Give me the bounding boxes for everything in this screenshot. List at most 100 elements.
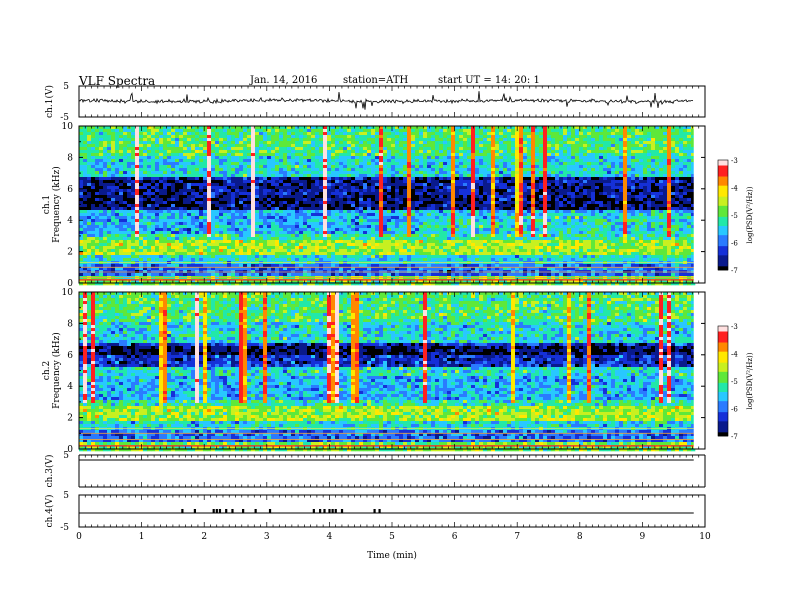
ch3-waveform-ylabel: ch.3(V) <box>44 455 55 488</box>
ch2-colorbar-segment <box>718 360 728 364</box>
ch2-colorbar-segment <box>718 337 728 340</box>
x-tick-label: 6 <box>452 532 458 542</box>
ch1-ytick-label: 0 <box>67 279 73 289</box>
ch2-colorbar-segment <box>718 357 728 360</box>
ch1-waveform-ytick-label: -5 <box>60 113 69 123</box>
ch3-waveform-ytick-label: 5 <box>63 451 69 461</box>
x-tick-label: 3 <box>264 532 270 542</box>
station-label: station=ATH <box>343 75 409 86</box>
x-tick-label: 9 <box>640 532 646 542</box>
ch1-colorbar-segment <box>718 180 728 183</box>
ch1-heatmap <box>79 126 705 286</box>
ch2-ytick-label: 4 <box>67 382 73 392</box>
ch4-waveform-ylabel: ch.4(V) <box>44 495 55 528</box>
ch2-colorbar-segment <box>718 432 728 435</box>
ch1-colorbar-segment <box>718 163 728 166</box>
ch2-ytick-label: 10 <box>62 288 74 298</box>
ch1-colorbar-segment <box>718 165 728 168</box>
ch1-colorbar-segment <box>718 191 728 194</box>
ch1-colorbar-label: -7 <box>731 267 738 275</box>
ch2-colorbar-segment <box>718 349 728 353</box>
ch2-colorbar-segment <box>718 370 728 373</box>
ch1-ylabel-frequency: Frequency (kHz) <box>51 166 62 243</box>
ch2-colorbar-segment <box>718 415 728 419</box>
ch2-colorbar-segment <box>718 403 728 406</box>
ch2-colorbar-segment <box>718 355 728 358</box>
ch1-colorbar-segment <box>718 161 728 165</box>
ch1-colorbar-segment <box>718 196 728 199</box>
ch1-colorbar-segment <box>718 240 728 243</box>
ch1-colorbar-segment <box>718 189 728 192</box>
ch1-colorbar-segment <box>718 222 728 225</box>
ch2-colorbar-segment <box>718 348 728 351</box>
ch1-colorbar-segment <box>718 183 728 187</box>
ch1-colorbar-segment <box>718 198 728 201</box>
ch4-pulse <box>268 509 272 513</box>
ch2-ytick-label: 2 <box>67 414 73 424</box>
ch2-colorbar-segment <box>718 381 728 384</box>
ch2-colorbar-segment <box>718 425 728 428</box>
ch1-colorbar-segment <box>718 231 728 234</box>
ch1-colorbar-segment <box>718 249 728 253</box>
ch2-heatmap <box>79 292 705 452</box>
ch1-colorbar-segment <box>718 255 728 258</box>
ch2-colorbar-segment <box>718 375 728 378</box>
ch2-colorbar-segment <box>718 379 728 382</box>
ch2-colorbar-segment <box>718 419 728 422</box>
ch2-colorbar-segment <box>718 346 728 349</box>
ch1-colorbar-segment <box>718 215 728 218</box>
ch2-colorbar-segment <box>718 395 728 398</box>
ch2-colorbar-segment <box>718 384 728 387</box>
ch2-colorbar-segment <box>718 428 728 431</box>
ch1-colorbar-segment <box>718 248 728 251</box>
ch1-ytick-label: 2 <box>67 248 73 258</box>
ch1-colorbar-segment <box>718 185 728 188</box>
x-tick-label: 8 <box>577 532 583 542</box>
ch2-colorbar-segment <box>718 404 728 408</box>
ch1-colorbar-segment <box>718 229 728 232</box>
ch2-colorbar-label: -5 <box>731 378 738 386</box>
ch1-colorbar-segment <box>718 207 728 210</box>
ch4-waveform-ytick-label: 5 <box>63 491 69 501</box>
x-tick-label: 5 <box>389 532 395 542</box>
ch2-colorbar-label: -6 <box>731 406 738 414</box>
ch2-colorbar-segment <box>718 401 728 404</box>
ch2-colorbar-segment <box>718 333 728 336</box>
ch1-colorbar-segment <box>718 264 728 267</box>
ch1-colorbar-segment <box>718 262 728 265</box>
ch4-pulse <box>319 509 322 513</box>
ch1-colorbar-label: -5 <box>731 212 738 220</box>
ch2-colorbar-segment <box>718 397 728 400</box>
ch1-colorbar-segment <box>718 172 728 176</box>
ch2-ytick-label: 0 <box>67 445 73 455</box>
ch2-ylabel-frequency: Frequency (kHz) <box>51 332 62 409</box>
ch1-colorbar-segment <box>718 251 728 254</box>
ch2-colorbar-segment <box>718 421 728 424</box>
ch1-colorbar-segment <box>718 260 728 264</box>
ch1-colorbar-segment <box>718 226 728 229</box>
ch2-ytick-label: 6 <box>67 351 73 361</box>
ch1-colorbar-segment <box>718 268 728 271</box>
ch1-waveform-ylabel: ch.1(V) <box>44 85 55 118</box>
ch1-ylabel-channel: ch.1 <box>42 195 52 214</box>
ch2-colorbar-segment <box>718 390 728 393</box>
ch2-colorbar-segment <box>718 412 728 415</box>
ch4-pulse <box>328 509 331 513</box>
ch1-colorbar-segment <box>718 227 728 231</box>
ch2-colorbar-segment <box>718 368 728 371</box>
chart-title: VLF Spectra <box>79 74 156 88</box>
ch1-colorbar-segment <box>718 220 728 223</box>
ch2-colorbar-segment <box>718 414 728 417</box>
ch1-colorbar-label: -3 <box>731 157 738 165</box>
ch1-no-data <box>693 126 705 283</box>
ch2-no-data <box>693 292 705 449</box>
ch1-colorbar-title: log(PSD(V²/Hz)) <box>746 186 754 243</box>
ch4-pulse <box>225 509 228 513</box>
ch2-ylabel-channel: ch.2 <box>42 361 52 380</box>
x-tick-label: 7 <box>514 532 520 542</box>
ch1-colorbar-segment <box>718 235 728 238</box>
ch1-colorbar-segment <box>718 218 728 221</box>
ch1-colorbar-segment <box>718 194 728 198</box>
ch4-waveform-ytick-label: -5 <box>60 523 69 533</box>
ch2-colorbar-segment <box>718 399 728 402</box>
